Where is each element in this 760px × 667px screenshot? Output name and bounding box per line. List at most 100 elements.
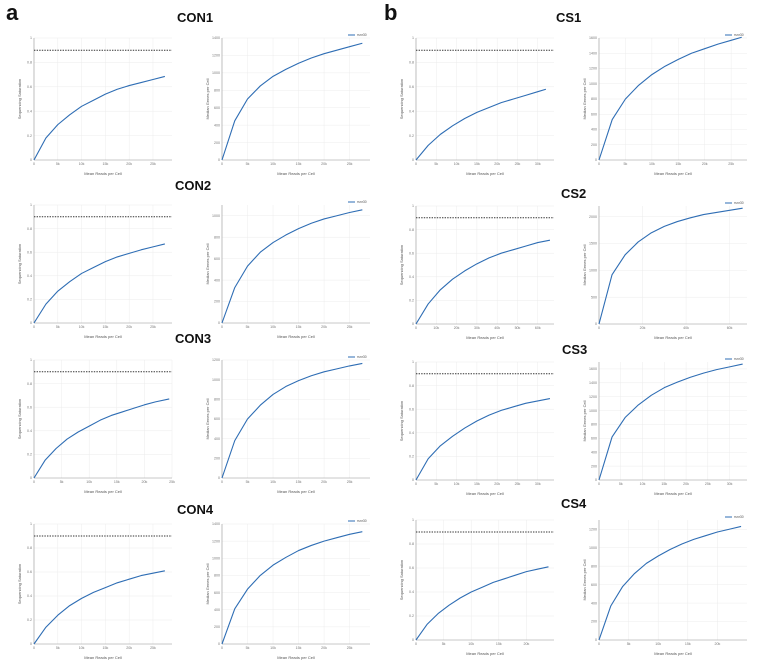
x-axis-label: Mean Reads per Cell	[466, 335, 504, 340]
series-line	[33, 243, 165, 324]
y-tick-label: 0.4	[409, 109, 414, 113]
x-tick-label: 0	[598, 482, 600, 486]
x-tick-label: 0	[415, 642, 417, 646]
x-tick-label: 5k	[627, 642, 631, 646]
x-axis-label: Mean Reads per Cell	[277, 171, 315, 176]
x-axis-label: Mean Reads per Cell	[654, 491, 692, 496]
title-cs1: CS1	[556, 10, 582, 25]
series-line	[598, 363, 743, 481]
x-tick-label: 0	[598, 642, 600, 646]
series-line	[33, 398, 170, 479]
x-tick-label: 15k	[102, 162, 108, 166]
x-tick-label: 0	[33, 646, 35, 650]
x-axis-label: Mean Reads per Cell	[84, 171, 122, 176]
x-tick-label: 0	[415, 482, 417, 486]
y-tick-label: 0	[412, 158, 414, 162]
y-tick-label: 0.6	[409, 85, 414, 89]
y-tick-label: 0.2	[27, 298, 32, 302]
y-axis-label: Sequencing Saturation	[399, 245, 404, 285]
y-axis-label: Sequencing Saturation	[399, 79, 404, 119]
legend-label: rsnr30	[357, 355, 367, 359]
x-tick-label: 5k	[56, 162, 60, 166]
y-tick-label: 1200	[212, 358, 220, 362]
legend-label: rsnr30	[357, 33, 367, 37]
x-axis-label: Mean Reads per Cell	[277, 334, 315, 339]
y-axis-label: Sequencing Saturation	[399, 560, 404, 600]
x-tick-label: 15k	[474, 162, 480, 166]
y-axis-label: Median Genes per Cell	[205, 563, 210, 604]
chart-con2-genes: 0 200 400 600 800 1000 0 5k 10k 15k 20k 25k Mean Rea…	[205, 200, 370, 339]
legend-label: rsnr30	[357, 200, 367, 204]
y-tick-label: 0.6	[409, 251, 414, 255]
title-con3: CON3	[175, 331, 212, 346]
y-tick-label: 0.2	[409, 134, 414, 138]
y-tick-label: 200	[214, 300, 220, 304]
x-tick-label: 20k	[454, 326, 460, 330]
y-tick-label: 1	[30, 36, 32, 40]
x-tick-label: 15k	[675, 162, 681, 166]
series-line	[221, 531, 363, 645]
x-tick-label: 0	[598, 326, 600, 330]
y-tick-label: 400	[591, 450, 597, 454]
y-tick-label: 1600	[589, 367, 597, 371]
x-tick-label: 20k	[321, 646, 327, 650]
x-tick-label: 5k	[619, 482, 623, 486]
x-tick-label: 25k	[347, 646, 353, 650]
y-tick-label: 0.8	[409, 542, 414, 546]
y-tick-label: 200	[214, 141, 220, 145]
legend-label: rsnr30	[734, 33, 744, 37]
panel-letter-b: b	[384, 0, 398, 25]
y-tick-label: 0	[595, 478, 597, 482]
chart-con4-sat: 0 0.2 0.4 0.6 0.8 1 0 5k 10k 15k 20k 25k Mean Reads …	[17, 522, 172, 660]
y-tick-label: 0	[218, 642, 220, 646]
x-tick-label: 10k	[454, 482, 460, 486]
y-tick-label: 0.6	[27, 250, 32, 254]
y-tick-label: 2000	[589, 215, 597, 219]
chart-cs3-genes: 0 200 400 600 800 1000 1200 1400 1600 0 5k 10k 15k 20…	[582, 357, 747, 496]
x-tick-label: 15k	[685, 642, 691, 646]
y-tick-label: 600	[591, 112, 597, 116]
x-tick-label: 40k	[683, 326, 689, 330]
x-tick-label: 30k	[535, 482, 541, 486]
x-tick-label: 60k	[535, 326, 541, 330]
y-tick-label: 1000	[212, 378, 220, 382]
y-tick-label: 200	[591, 620, 597, 624]
y-tick-label: 1000	[212, 214, 220, 218]
y-tick-label: 200	[591, 464, 597, 468]
x-tick-label: 10k	[640, 482, 646, 486]
legend-label: rsnr30	[357, 519, 367, 523]
y-tick-label: 0.6	[409, 407, 414, 411]
x-tick-label: 0	[221, 646, 223, 650]
chart-cs4-sat: 0 0.2 0.4 0.6 0.8 1 0 5k 10k 15k 20k Mean Reads per…	[399, 518, 554, 656]
x-tick-label: 10k	[79, 646, 85, 650]
x-tick-label: 15k	[661, 482, 667, 486]
y-tick-label: 1200	[212, 54, 220, 58]
x-tick-label: 15k	[102, 646, 108, 650]
y-tick-label: 0.8	[27, 227, 32, 231]
x-tick-label: 5k	[246, 162, 250, 166]
y-axis-label: Median Genes per Cell	[205, 398, 210, 439]
x-tick-label: 5k	[56, 325, 60, 329]
x-tick-label: 10k	[454, 162, 460, 166]
x-tick-label: 10k	[270, 162, 276, 166]
x-axis-label: Mean Reads per Cell	[277, 489, 315, 494]
x-tick-label: 20k	[321, 325, 327, 329]
x-tick-label: 5k	[624, 162, 628, 166]
chart-con2-sat: 0 0.2 0.4 0.6 0.8 1 0 5k 10k 15k 20k 25k Mean Reads …	[17, 203, 172, 339]
x-tick-label: 25k	[347, 162, 353, 166]
y-tick-label: 0	[218, 158, 220, 162]
x-axis-label: Mean Reads per Cell	[654, 171, 692, 176]
x-tick-label: 20k	[640, 326, 646, 330]
series-line	[221, 42, 363, 161]
y-tick-label: 1200	[589, 67, 597, 71]
y-axis-label: Sequencing Saturation	[17, 79, 22, 119]
y-tick-label: 400	[214, 608, 220, 612]
x-tick-label: 25k	[728, 162, 734, 166]
y-axis-label: Sequencing Saturation	[17, 564, 22, 604]
y-tick-label: 400	[214, 278, 220, 282]
x-tick-label: 20k	[524, 642, 530, 646]
chart-con1-genes: 0 200 400 600 800 1000 1200 1400 0 5k 10k 15k 20k 25k…	[205, 33, 370, 176]
y-tick-label: 0.8	[27, 61, 32, 65]
y-tick-label: 1000	[589, 269, 597, 273]
x-axis-label: Mean Reads per Cell	[277, 655, 315, 660]
